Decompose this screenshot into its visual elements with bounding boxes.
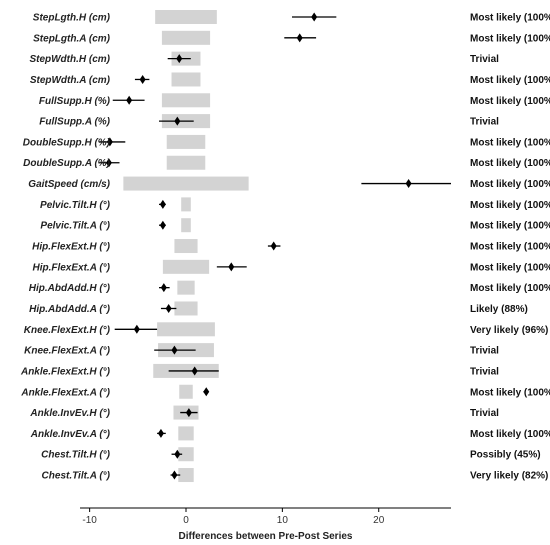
effect-label: Trivial [470, 408, 499, 419]
trivial-band [166, 134, 206, 149]
y-axis-label: Chest.Tilt.A (°) [42, 471, 111, 482]
y-axis-label: DoubleSupp.A (%) [23, 158, 111, 169]
trivial-band [155, 10, 217, 24]
effect-label: Most likely (100%) [470, 262, 550, 273]
y-axis-label: Chest.Tilt.H (°) [41, 450, 110, 461]
point-estimate [296, 33, 303, 43]
point-estimate [133, 324, 140, 334]
point-estimate [185, 408, 192, 418]
trivial-band [157, 322, 215, 337]
point-estimate [311, 12, 318, 22]
effect-label: Most likely (100%) [470, 33, 550, 44]
point-estimate [171, 470, 178, 480]
effect-label: Trivial [470, 346, 499, 357]
y-axis-label: StepLgth.H (cm) [33, 13, 111, 24]
point-estimate [157, 428, 164, 438]
x-tick-label: 20 [373, 515, 385, 526]
effect-label: Trivial [470, 117, 499, 128]
effect-label: Most likely (100%) [470, 13, 550, 24]
point-estimate [270, 241, 277, 251]
y-axis-label: Knee.FlexExt.A (°) [24, 346, 111, 357]
trivial-band [161, 93, 211, 108]
trivial-band [178, 426, 194, 441]
y-axis-label: Pelvic.Tilt.A (°) [40, 221, 110, 232]
y-axis-label: StepWdth.A (cm) [30, 75, 111, 86]
effect-label: Most likely (100%) [470, 200, 550, 211]
trivial-band [177, 280, 195, 295]
y-axis-label: Ankle.InvEv.H (°) [29, 408, 110, 419]
point-estimate [171, 345, 178, 355]
effect-label: Most likely (100%) [470, 429, 550, 440]
effect-label: Trivial [470, 366, 499, 377]
trivial-band [166, 155, 206, 170]
point-estimate [174, 449, 181, 459]
point-estimate [228, 262, 235, 272]
point-estimates [105, 12, 412, 480]
x-tick-label: -10 [82, 515, 97, 526]
effect-label: Most likely (100%) [470, 242, 550, 253]
point-estimate [139, 74, 146, 84]
y-axis-label: Hip.AbdAdd.H (°) [29, 283, 111, 294]
point-estimate [165, 303, 172, 313]
y-axis-label: Ankle.InvEv.A (°) [30, 429, 111, 440]
effect-label: Most likely (100%) [470, 283, 550, 294]
trivial-band [178, 447, 194, 462]
effect-label: Most likely (100%) [470, 179, 550, 190]
point-estimate [191, 366, 198, 376]
y-axis-label: StepLgth.A (cm) [33, 33, 111, 44]
x-tick-label: 0 [183, 515, 189, 526]
y-axis-label: Hip.AbdAdd.A (°) [29, 304, 111, 315]
effect-label: Trivial [470, 54, 499, 65]
y-axis-label: GaitSpeed (cm/s) [28, 179, 110, 190]
trivial-bands [123, 10, 249, 483]
effect-label: Most likely (100%) [470, 137, 550, 148]
trivial-band [181, 197, 191, 212]
point-estimate [203, 387, 210, 397]
x-tick-label: 10 [277, 515, 289, 526]
effect-labels: Most likely (100%) Most likely (100%) Triv… [470, 13, 550, 482]
trivial-band [161, 30, 211, 45]
effect-label: Most likely (100%) [470, 75, 550, 86]
y-axis-label: FullSupp.H (%) [39, 96, 111, 107]
point-estimate [160, 283, 167, 293]
effect-label: Very likely (82%) [470, 471, 548, 482]
trivial-band [171, 72, 201, 87]
x-axis-label: Differences between Pre-Post Series [179, 531, 353, 542]
y-axis-label: Ankle.FlexExt.A (°) [20, 387, 110, 398]
effect-label: Possibly (45%) [470, 450, 541, 461]
trivial-band [162, 259, 210, 274]
trivial-band [174, 239, 198, 254]
trivial-band [123, 176, 249, 191]
y-axis-label: FullSupp.A (%) [39, 117, 110, 128]
point-estimate [159, 199, 166, 209]
effect-label: Most likely (100%) [470, 96, 550, 107]
y-axis-label: Knee.FlexExt.H (°) [24, 325, 111, 336]
point-estimate [159, 220, 166, 230]
point-estimate [126, 95, 133, 105]
y-axis-label: Pelvic.Tilt.H (°) [40, 200, 111, 211]
y-axis-label: Ankle.FlexExt.H (°) [20, 366, 111, 377]
point-estimate [106, 137, 113, 147]
effect-label: Most likely (100%) [470, 387, 550, 398]
point-estimate [174, 116, 181, 126]
effect-label: Most likely (100%) [470, 158, 550, 169]
effect-label: Very likely (96%) [470, 325, 548, 336]
effect-label: Likely (88%) [470, 304, 528, 315]
y-axis-label: Hip.FlexExt.H (°) [32, 242, 111, 253]
y-axis-label: StepWdth.H (cm) [29, 54, 110, 65]
y-axis-labels: StepLgth.H (cm) StepLgth.A (cm) StepWdth.H… [20, 13, 111, 482]
effect-label: Most likely (100%) [470, 221, 550, 232]
trivial-band [181, 218, 191, 233]
point-estimate [405, 179, 412, 189]
trivial-band [178, 468, 194, 483]
trivial-band [174, 301, 198, 316]
y-axis-label: Hip.FlexExt.A (°) [32, 262, 110, 273]
point-estimate [176, 54, 183, 64]
trivial-band [179, 384, 193, 399]
point-estimate [105, 158, 112, 168]
y-axis-label: DoubleSupp.H (%) [23, 137, 111, 148]
x-axis-ticks: -10 0 10 20 [82, 508, 385, 526]
